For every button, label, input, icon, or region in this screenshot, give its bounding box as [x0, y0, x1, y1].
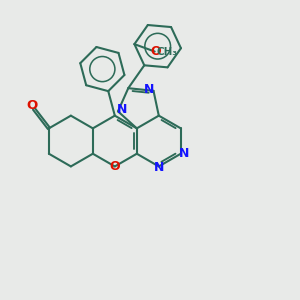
Text: O: O [110, 160, 120, 173]
Text: O: O [151, 45, 161, 58]
Text: N: N [144, 83, 154, 96]
Text: N: N [179, 147, 190, 160]
Text: N: N [117, 103, 128, 116]
Text: N: N [154, 161, 164, 174]
Text: CH₃: CH₃ [157, 46, 178, 56]
Text: O: O [27, 100, 38, 112]
